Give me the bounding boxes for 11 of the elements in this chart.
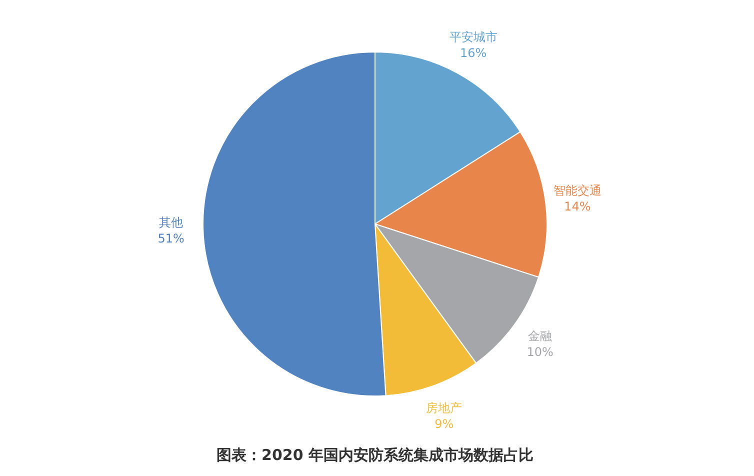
text: 图表：2020 年国内安防系统集成市场数据占比: [216, 446, 534, 464]
slice-label: 平安城市: [449, 30, 498, 44]
slice-label: 金融: [528, 328, 552, 343]
slice-label: 房地产: [426, 400, 462, 415]
data-label: 16%: [460, 46, 487, 60]
data-label: 14%: [564, 199, 591, 214]
data-label: 51%: [158, 231, 184, 246]
slice-label: 其他: [159, 215, 184, 230]
data-label: 9%: [434, 416, 454, 431]
data-label: 10%: [526, 344, 554, 359]
slice-label: 智能交通: [553, 183, 602, 198]
